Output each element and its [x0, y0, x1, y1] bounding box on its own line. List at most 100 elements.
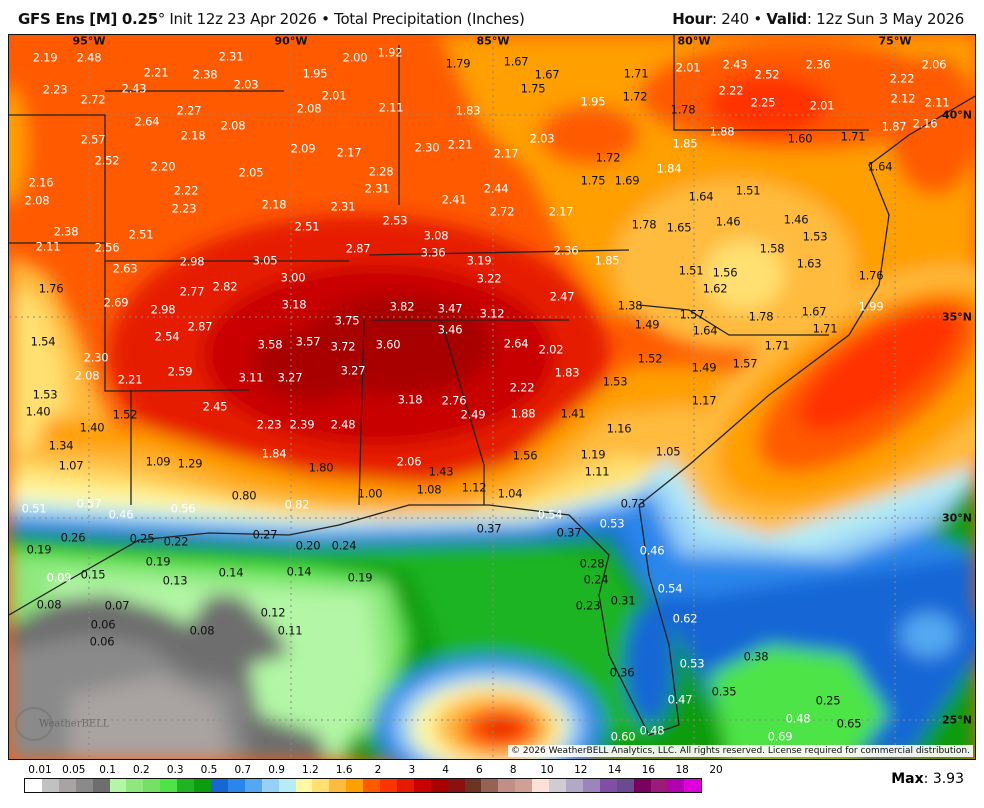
- precip-value-label: 1.87: [881, 119, 907, 134]
- precip-value-label: 2.19: [32, 50, 58, 65]
- precip-value-label: 2.01: [809, 98, 835, 113]
- precip-value-label: 2.30: [414, 140, 440, 155]
- precip-value-label: 1.04: [497, 486, 523, 501]
- precip-value-label: 1.71: [623, 66, 649, 81]
- precip-value-label: 0.15: [80, 567, 106, 582]
- precip-value-label: 0.69: [767, 729, 793, 744]
- degree-symbol: °: [157, 10, 166, 28]
- precip-value-label: 2.12: [890, 91, 916, 106]
- legend-tick-label: 1.6: [335, 764, 353, 776]
- precip-value-label: 2.22: [889, 71, 915, 86]
- precip-value-label: 2.57: [80, 132, 106, 147]
- precip-value-label: 3.47: [437, 301, 463, 316]
- legend-swatch: [447, 779, 465, 792]
- precip-value-label: 2.16: [28, 175, 54, 190]
- precip-value-label: 1.56: [512, 448, 538, 463]
- precip-value-label: 1.09: [145, 454, 171, 469]
- legend-swatch: [346, 779, 364, 792]
- legend-swatch: [599, 779, 617, 792]
- precip-value-label: 0.60: [610, 729, 636, 744]
- legend-tick-label: 0.7: [234, 764, 252, 776]
- graticule: [9, 35, 975, 759]
- legend-tick-label: 8: [509, 764, 517, 776]
- precip-value-label: 0.65: [836, 716, 862, 731]
- precip-value-label: 1.78: [748, 309, 774, 324]
- precip-value-label: 1.40: [79, 420, 105, 435]
- precip-value-label: 2.47: [549, 289, 575, 304]
- product-name: Total Precipitation (Inches): [334, 10, 525, 28]
- legend-swatch: [667, 779, 685, 792]
- precip-value-label: 2.63: [112, 261, 138, 276]
- precip-value-label: 2.17: [493, 146, 519, 161]
- longitude-label: 75°W: [878, 34, 912, 48]
- legend-tick-label: 0.5: [200, 764, 218, 776]
- precip-value-label: 2.22: [718, 83, 744, 98]
- precip-value-label: 2.51: [294, 219, 320, 234]
- legend-tick-label: 1.2: [302, 764, 319, 776]
- precip-value-label: 0.14: [218, 565, 244, 580]
- precip-value-label: 2.52: [94, 153, 120, 168]
- precip-value-label: 1.88: [510, 406, 536, 421]
- precip-value-label: 0.56: [170, 501, 196, 516]
- legend-tick-label: 12: [574, 764, 588, 776]
- precip-value-label: 3.57: [295, 334, 321, 349]
- legend-swatch: [481, 779, 499, 792]
- valid-time: 12z Sun 3 May 2026: [816, 10, 964, 28]
- precip-value-label: 2.23: [42, 82, 68, 97]
- precip-value-label: 2.87: [345, 241, 371, 256]
- precip-value-label: 1.51: [678, 263, 704, 278]
- precip-value-label: 0.23: [575, 598, 601, 613]
- legend-swatch: [464, 779, 482, 792]
- precip-value-label: 1.78: [670, 102, 696, 117]
- legend-tick-label: 20: [709, 764, 723, 776]
- precip-value-label: 1.53: [802, 229, 828, 244]
- precip-value-label: 1.75: [580, 173, 606, 188]
- latitude-label: 25°N: [941, 713, 973, 727]
- precip-value-label: 2.72: [80, 92, 106, 107]
- precip-value-label: 1.78: [631, 217, 657, 232]
- precip-value-label: 1.51: [735, 183, 761, 198]
- precip-value-label: 2.44: [483, 181, 509, 196]
- precip-value-label: 2.72: [489, 204, 515, 219]
- legend-swatch: [244, 779, 262, 792]
- precip-value-label: 1.76: [38, 281, 64, 296]
- precip-value-label: 0.27: [252, 527, 278, 542]
- precip-value-label: 1.71: [764, 338, 790, 353]
- precip-value-label: 1.64: [867, 159, 893, 174]
- precip-value-label: 2.36: [805, 57, 831, 72]
- precip-value-label: 2.52: [754, 67, 780, 82]
- precip-value-label: 2.98: [150, 302, 176, 317]
- valid-info: Hour: 240 • Valid: 12z Sun 3 May 2026: [672, 10, 964, 28]
- legend-swatch: [295, 779, 313, 792]
- precip-value-label: 3.27: [277, 370, 303, 385]
- precip-value-label: 2.59: [167, 364, 193, 379]
- map-title: GFS Ens [M] 0.25° Init 12z 23 Apr 2026 •…: [18, 10, 525, 28]
- precip-value-label: 2.43: [722, 57, 748, 72]
- legend-swatch: [312, 779, 330, 792]
- precip-value-label: 0.19: [145, 554, 171, 569]
- state-borders: [9, 35, 975, 736]
- precip-value-label: 0.57: [76, 496, 102, 511]
- precip-value-label: 0.26: [60, 530, 86, 545]
- precip-value-label: 3.19: [466, 253, 492, 268]
- precip-value-label: 1.57: [679, 307, 705, 322]
- latitude-label: 35°N: [941, 310, 973, 324]
- legend-swatch: [363, 779, 381, 792]
- legend-swatch: [413, 779, 431, 792]
- precip-value-label: 1.75: [520, 81, 546, 96]
- precip-value-label: 3.46: [437, 322, 463, 337]
- logo-swirl-icon: [15, 707, 53, 741]
- precip-value-label: 0.19: [347, 570, 373, 585]
- precip-value-label: 0.09: [46, 570, 72, 585]
- precip-value-label: 0.54: [657, 581, 683, 596]
- precip-value-label: 0.13: [162, 573, 188, 588]
- precip-value-label: 2.11: [378, 100, 404, 115]
- precip-value-label: 2.22: [509, 380, 535, 395]
- precip-value-label: 2.02: [538, 342, 564, 357]
- init-time: Init 12z 23 Apr 2026: [169, 10, 317, 28]
- precip-value-label: 1.76: [858, 268, 884, 283]
- precip-value-label: 1.71: [840, 129, 866, 144]
- precip-value-label: 1.56: [712, 265, 738, 280]
- legend-swatch: [160, 779, 178, 792]
- legend-tick-label: 0.9: [268, 764, 285, 776]
